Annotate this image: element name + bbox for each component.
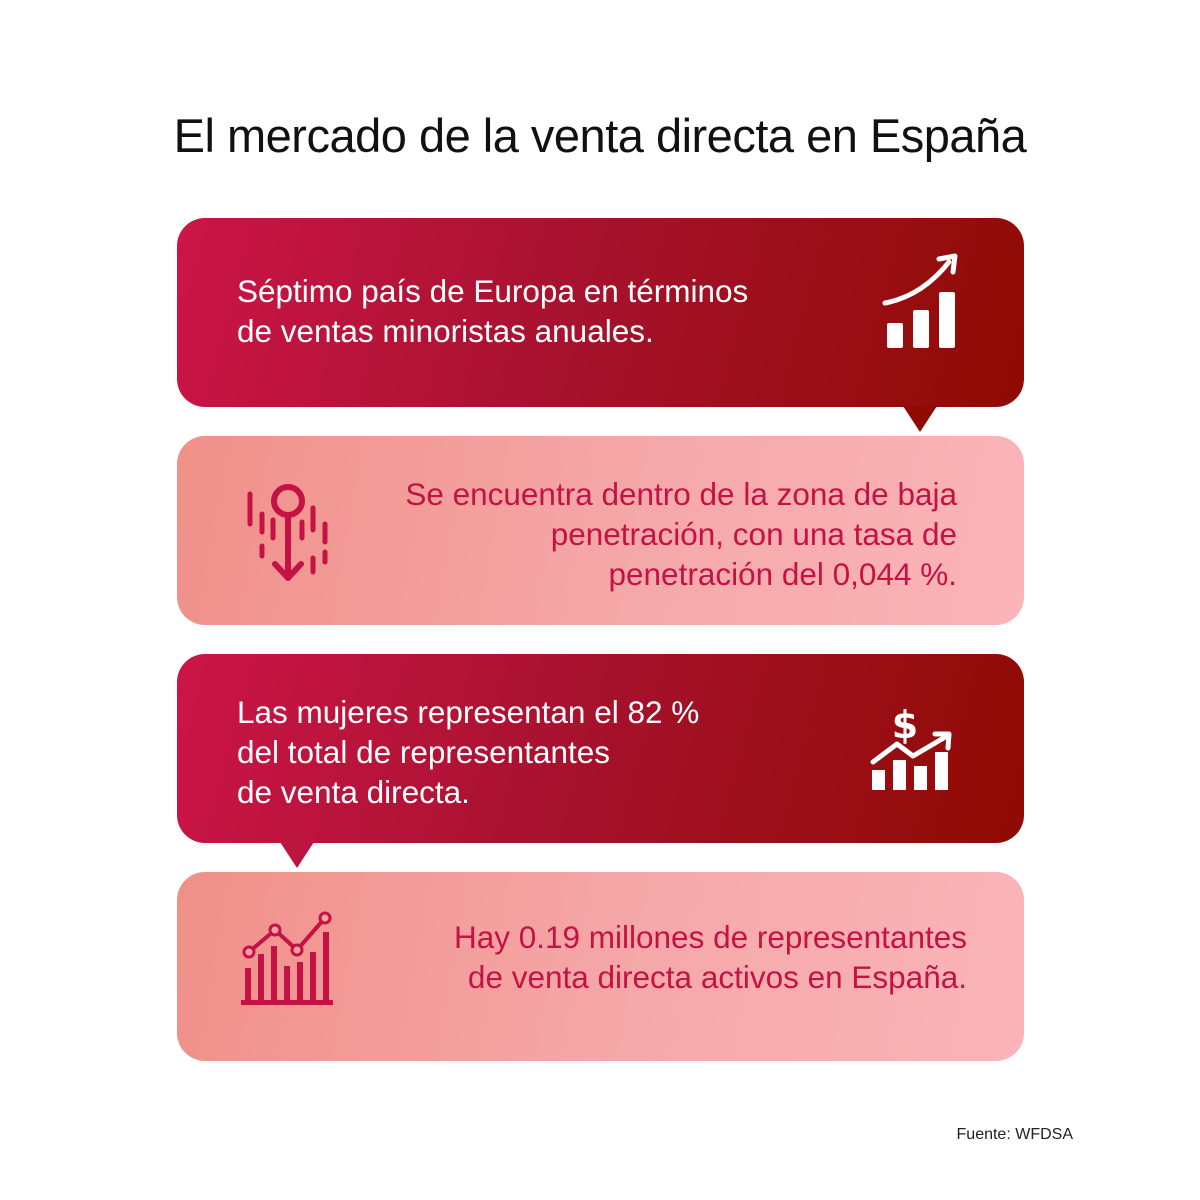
fact-card-4-text: Hay 0.19 millones de representantes de v… [453, 919, 967, 995]
source-note: Fuente: WFDSA [956, 1126, 1073, 1143]
fact-card-3-text: Las mujeres representan el 82 % del tota… [237, 694, 700, 810]
speech-pointer-1 [903, 406, 937, 432]
fact-card-2: Se encuentra dentro de la zona de baja p… [177, 436, 1024, 625]
fact-card-1: Séptimo país de Europa en términos de ve… [177, 218, 1024, 407]
fact-card-4: Hay 0.19 millones de representantes de v… [177, 872, 1024, 1061]
fact-card-3: Las mujeres representan el 82 % del tota… [177, 654, 1024, 843]
page-title: El mercado de la venta directa en España [173, 109, 1027, 162]
fact-card-1-text: Séptimo país de Europa en términos de ve… [237, 273, 749, 349]
speech-pointer-3 [280, 842, 314, 868]
fact-card-2-text: Se encuentra dentro de la zona de baja p… [405, 476, 957, 592]
growth-bar-chart-arrow-icon [882, 253, 958, 348]
line-and-bar-chart-icon [241, 911, 333, 1005]
svg-text:$: $ [892, 703, 918, 747]
low-penetration-arrow-down-icon [247, 484, 328, 581]
dollar-growth-chart-icon: $ [870, 703, 952, 790]
